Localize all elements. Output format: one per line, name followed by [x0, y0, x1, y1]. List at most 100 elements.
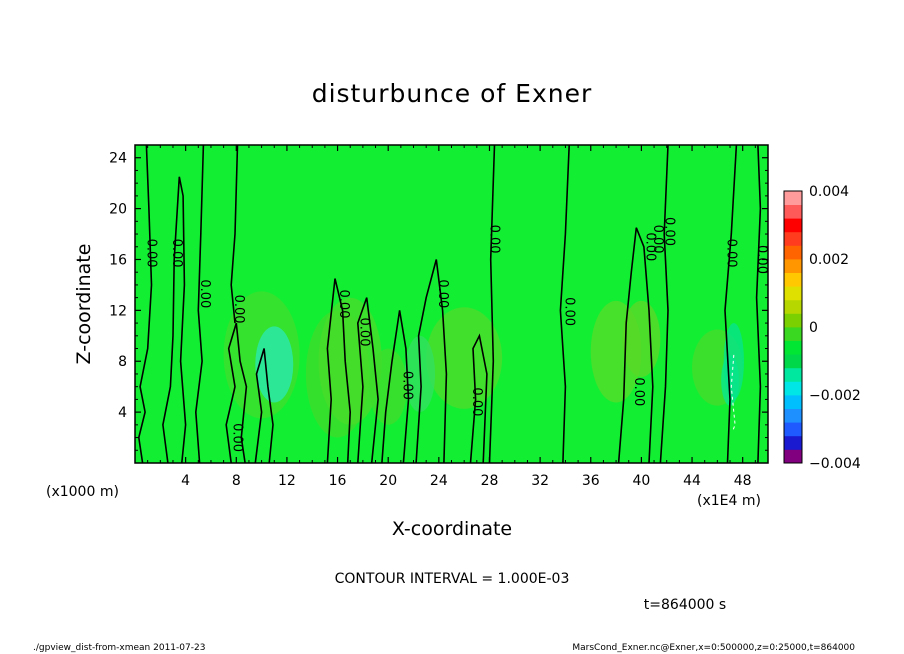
- colorbar-tick-label: 0: [809, 320, 818, 336]
- x-tick-label: 20: [379, 473, 397, 489]
- contour-line: [326, 278, 352, 464]
- contour-label: 0.00: [724, 239, 739, 268]
- contour-label: 0.00: [650, 225, 665, 254]
- colorbar-tick-labels: 0.004 0.002 0 −0.002 −0.004: [809, 184, 861, 472]
- colorbar-cell: [784, 340, 802, 355]
- colorbar-cell: [784, 272, 802, 287]
- y-axis-label: Z-coordinate: [73, 244, 95, 365]
- contour-label: 0.00: [469, 387, 484, 416]
- shade-patch: [255, 326, 294, 403]
- contour-label: 0.00: [631, 377, 646, 406]
- contour-line: [254, 348, 274, 464]
- colorbar-cell: [784, 408, 802, 423]
- contour-label: 0.00: [662, 217, 677, 246]
- negative-contour-line: [730, 354, 736, 432]
- plot-background: [135, 145, 768, 463]
- contour-line: [225, 322, 248, 464]
- contour-line: [230, 144, 239, 324]
- y-tick-label: 12: [109, 303, 127, 319]
- contour-label: 0.00: [561, 297, 576, 326]
- y-tick-label: 16: [109, 252, 127, 268]
- contour-line: [415, 259, 448, 464]
- colorbar-cell: [784, 299, 802, 314]
- colorbar-cell: [784, 191, 802, 205]
- x-tick-label: 48: [734, 473, 752, 489]
- contour-line: [488, 144, 496, 464]
- y-tick-label: 4: [118, 405, 127, 421]
- y-axis-ticks: 4 8 12 16 20 24: [109, 151, 768, 451]
- shade-patch: [318, 297, 382, 425]
- contour-line: [659, 144, 669, 464]
- contour-label: 0.00: [231, 295, 246, 324]
- contour-label: 0.00: [197, 279, 212, 308]
- contour-label: 0.00: [754, 245, 769, 274]
- contour-label: 0.00: [336, 290, 351, 319]
- contour-line: [356, 297, 379, 464]
- contour-line: [381, 310, 410, 464]
- colorbar-cell: [784, 435, 802, 450]
- contour-lines: [137, 144, 762, 464]
- time-text: t=864000 s: [644, 597, 726, 613]
- y-tick-label: 8: [118, 354, 127, 370]
- colorbar-cell: [784, 259, 802, 273]
- x-tick-label: 44: [683, 473, 701, 489]
- colorbar-cell: [784, 218, 802, 233]
- colorbar-cell: [784, 422, 802, 437]
- footer-left: ./gpview_dist-from-xmean 2011-07-23: [33, 643, 205, 653]
- colorbar-cell: [784, 327, 802, 341]
- contour-label: 0.00: [487, 225, 502, 254]
- colorbar: 0.004 0.002 0 −0.002 −0.004: [783, 184, 861, 472]
- x-unit-label: (x1E4 m): [697, 493, 761, 509]
- colorbar-cell: [784, 395, 802, 409]
- x-tick-label: 32: [531, 473, 549, 489]
- contour-interval-text: CONTOUR INTERVAL = 1.000E-03: [335, 571, 570, 587]
- x-tick-label: 4: [181, 473, 190, 489]
- shading-layer: [223, 291, 744, 438]
- contour-line: [617, 227, 654, 464]
- chart-title: disturbunce of Exner: [312, 79, 593, 108]
- contour-line: [559, 144, 570, 464]
- colorbar-cell: [784, 354, 802, 369]
- x-tick-label: 36: [582, 473, 600, 489]
- x-tick-label: 16: [329, 473, 347, 489]
- contour-label: 0.00: [230, 423, 245, 452]
- colorbar-cell: [784, 204, 802, 219]
- shade-patch: [622, 300, 661, 378]
- colorbar-cell: [784, 313, 802, 328]
- colorbar-tick-label: 0.002: [809, 252, 849, 268]
- contour-label: 0.00: [435, 279, 450, 308]
- footer-right: MarsCond_Exner.nc@Exner,x=0:500000,z=0:2…: [572, 643, 855, 653]
- contour-labels: 0.00 0.000.000.000.000.000.000.000.000.00…: [144, 217, 769, 452]
- x-tick-label: 12: [278, 473, 296, 489]
- contour-label: 0.00: [399, 371, 414, 400]
- contour-line: [469, 333, 488, 464]
- colorbar-cell: [784, 449, 802, 464]
- colorbar-tick-label: −0.002: [809, 388, 861, 404]
- contour-label: 0.00: [356, 318, 371, 347]
- contour-label: 0.00: [144, 239, 159, 268]
- x-axis-label: X-coordinate: [392, 518, 512, 540]
- y-tick-label: 20: [109, 202, 127, 218]
- contour-line: [194, 144, 205, 464]
- x-tick-label: 8: [232, 473, 241, 489]
- colorbar-cells: [784, 191, 802, 464]
- colorbar-cell: [784, 245, 802, 260]
- shade-patch: [426, 307, 503, 409]
- contour-line: [137, 144, 153, 464]
- x-tick-label: 40: [632, 473, 650, 489]
- contour-label: 0.00: [643, 232, 658, 261]
- contour-label: 0.00: [169, 239, 184, 268]
- colorbar-frame: [783, 190, 803, 464]
- contour-line: [755, 144, 762, 464]
- x-tick-label: 24: [430, 473, 448, 489]
- y-unit-label: (x1000 m): [46, 484, 119, 500]
- x-axis-ticks: 4 8 12 16 20 24 28 32 36 40 44 48: [147, 145, 756, 489]
- colorbar-tick-label: −0.004: [809, 456, 861, 472]
- colorbar-tick-label: 0.004: [809, 184, 849, 200]
- colorbar-cell: [784, 367, 802, 382]
- colorbar-cell: [784, 381, 802, 396]
- colorbar-cell: [784, 231, 802, 246]
- contour-line: [162, 176, 187, 464]
- x-tick-label: 28: [481, 473, 499, 489]
